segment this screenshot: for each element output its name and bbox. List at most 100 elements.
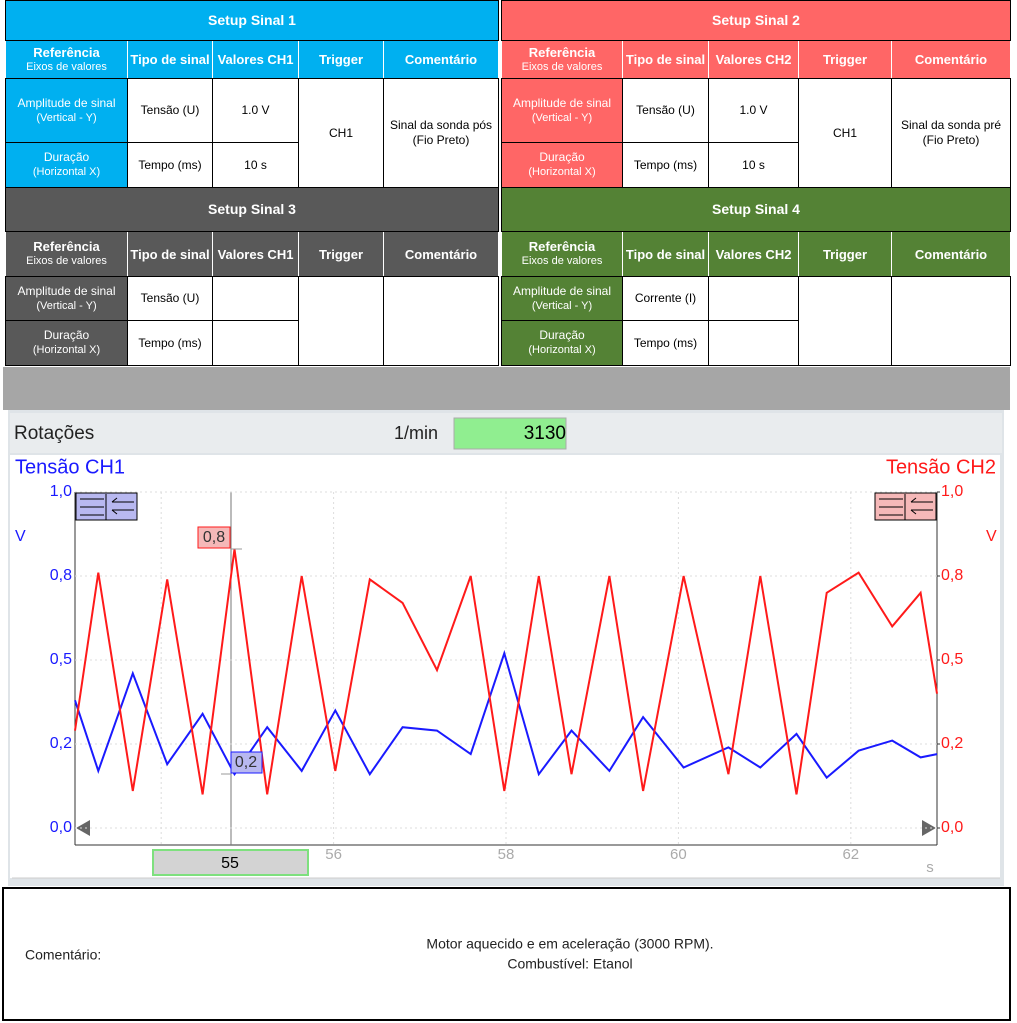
row-label: Duração (Horizontal X) — [501, 320, 623, 366]
column-header: Trigger — [798, 231, 892, 277]
header-text: Tipo de sinal — [625, 52, 706, 67]
signal-type: Corrente (I) — [622, 276, 709, 321]
cursor-box — [152, 849, 309, 876]
signal-type: Tensão (U) — [622, 78, 709, 143]
column-header: Referência Eixos de valores — [501, 231, 623, 277]
row-label: Amplitude de sinal (Vertical - Y) — [5, 276, 128, 321]
comment-line: Motor aquecido e em aceleração (3000 RPM… — [426, 936, 713, 952]
header-text: Trigger — [318, 52, 364, 67]
x-tick-label: 62 — [842, 846, 859, 863]
rpm-label: Rotações — [14, 423, 94, 444]
data-row: Duração (Horizontal X) Tempo (ms) 10 s — [501, 142, 1011, 188]
x-tick-label: 58 — [498, 846, 515, 863]
row-label: Duração (Horizontal X) — [5, 320, 128, 366]
column-header: Comentário — [382, 231, 500, 277]
setup-table: Setup Sinal 1 Referência Eixos de valores T… — [4, 0, 500, 188]
row-label-text: Duração — [539, 150, 585, 164]
x-axis-unit: s — [926, 859, 934, 876]
comment — [382, 276, 500, 366]
scope-view: Rotações1/min313054565860620,00,20,50,81… — [2, 367, 1011, 1021]
y2-tick-label: 0,5 — [941, 651, 963, 668]
signal-type: Tempo (ms) — [622, 320, 709, 366]
row-label: Duração (Horizontal X) — [501, 142, 623, 188]
header-text: Tipo de sinal — [625, 246, 706, 262]
column-header: Comentário — [890, 40, 1012, 79]
header-text: Valores CH2 — [715, 246, 792, 262]
column-header: Valores CH2 — [708, 40, 799, 79]
setup-title: Setup Sinal 2 — [500, 0, 1012, 41]
column-header: Valores CH1 — [212, 231, 299, 277]
header-row: Referência Eixos de valores Tipo de sinal V… — [501, 40, 1012, 79]
row-label-text: Amplitude de sinal — [512, 95, 612, 110]
column-header: Tipo de sinal — [622, 231, 709, 277]
column-header: Trigger — [298, 231, 384, 277]
comment: Sinal da sonda pós (Fio Preto) — [382, 78, 500, 188]
title-row: Setup Sinal 2 — [500, 0, 1012, 41]
row-label-text: Amplitude de sinal — [512, 283, 612, 298]
rpm-unit: 1/min — [394, 423, 438, 443]
y2-axis-unit: V — [986, 528, 997, 545]
cursor-readout: 0,8 — [203, 529, 225, 546]
data-row: Duração (Horizontal X) Tempo (ms) 10 s — [5, 142, 499, 188]
rpm-value: 3130 — [524, 423, 566, 444]
comment: Sinal da sonda pré (Fio Preto) — [890, 78, 1012, 188]
y-tick-label: 0,0 — [50, 819, 72, 836]
signal-value — [212, 276, 299, 321]
signal-value: 10 s — [708, 142, 799, 188]
data-row: Amplitude de sinal (Vertical - Y) Corrente… — [501, 276, 1012, 366]
row-label-sub: (Horizontal X) — [32, 166, 101, 178]
signal-type: Tempo (ms) — [127, 142, 213, 188]
signal-value: 1.0 V — [708, 78, 799, 143]
header-text: Comentário — [914, 246, 988, 262]
row-label-text: Duração — [43, 328, 90, 342]
header-text: Tipo de sinal — [130, 246, 210, 262]
row-label-sub: (Horizontal X) — [528, 344, 596, 356]
column-header: Tipo de sinal — [622, 40, 709, 79]
row-label: Duração (Horizontal X) — [5, 142, 128, 188]
cursor-readout-box — [230, 751, 263, 774]
setup-title: Setup Sinal 1 — [4, 0, 500, 41]
header-text: Trigger — [318, 246, 364, 262]
y2-tick-label: 0,8 — [941, 567, 963, 584]
column-header: Valores CH1 — [212, 40, 299, 79]
y2-tick-label: 0,2 — [941, 735, 963, 752]
signal-value — [708, 276, 799, 321]
signal-type: Tempo (ms) — [622, 142, 709, 188]
header-text: Valores CH2 — [715, 52, 792, 67]
series-title: Tensão CH1 — [15, 456, 125, 478]
row-label-text: Duração — [539, 328, 585, 342]
header-text: Valores CH1 — [217, 52, 294, 67]
header-text: Trigger — [822, 52, 868, 67]
column-header: Trigger — [298, 40, 384, 79]
row-label: Amplitude de sinal (Vertical - Y) — [5, 78, 128, 143]
row-label-text: Amplitude de sinal — [17, 95, 116, 110]
ch2-icon — [879, 494, 933, 520]
ch1-zero-marker — [76, 820, 90, 836]
column-header: Referência Eixos de valores — [5, 231, 128, 277]
setup-title: Setup Sinal 3 — [4, 187, 500, 232]
row-label-text: Amplitude de sinal — [17, 283, 116, 298]
cursor-readout-box — [197, 526, 231, 549]
row-label-sub: (Horizontal X) — [32, 344, 101, 356]
series-line — [74, 649, 938, 780]
column-header: Comentário — [890, 231, 1012, 277]
header-text: Referência — [33, 239, 100, 254]
comment-label: Comentário: — [25, 947, 101, 963]
comment-box — [2, 887, 1011, 1021]
ch1-icon — [80, 494, 134, 520]
row-label-text: Duração — [43, 150, 90, 164]
signal-type: Tensão (U) — [127, 276, 213, 321]
data-row: Amplitude de sinal (Vertical - Y) Tensão (… — [501, 78, 1012, 188]
header-row: Referência Eixos de valores Tipo de sinal V… — [5, 40, 500, 79]
setup-table: Setup Sinal 3 Referência Eixos de valores T… — [4, 187, 500, 366]
signal-type: Tensão (U) — [127, 78, 213, 143]
column-header: Trigger — [798, 40, 892, 79]
column-header: Referência Eixos de valores — [5, 40, 128, 79]
trigger — [798, 276, 892, 366]
header-sub: Eixos de valores — [26, 255, 107, 267]
row-label-sub: (Horizontal X) — [528, 166, 596, 178]
trigger — [298, 276, 384, 366]
signal-type: Tempo (ms) — [127, 320, 213, 366]
row-label-sub: (Vertical - Y) — [36, 299, 97, 312]
header-text: Referência — [528, 44, 596, 60]
